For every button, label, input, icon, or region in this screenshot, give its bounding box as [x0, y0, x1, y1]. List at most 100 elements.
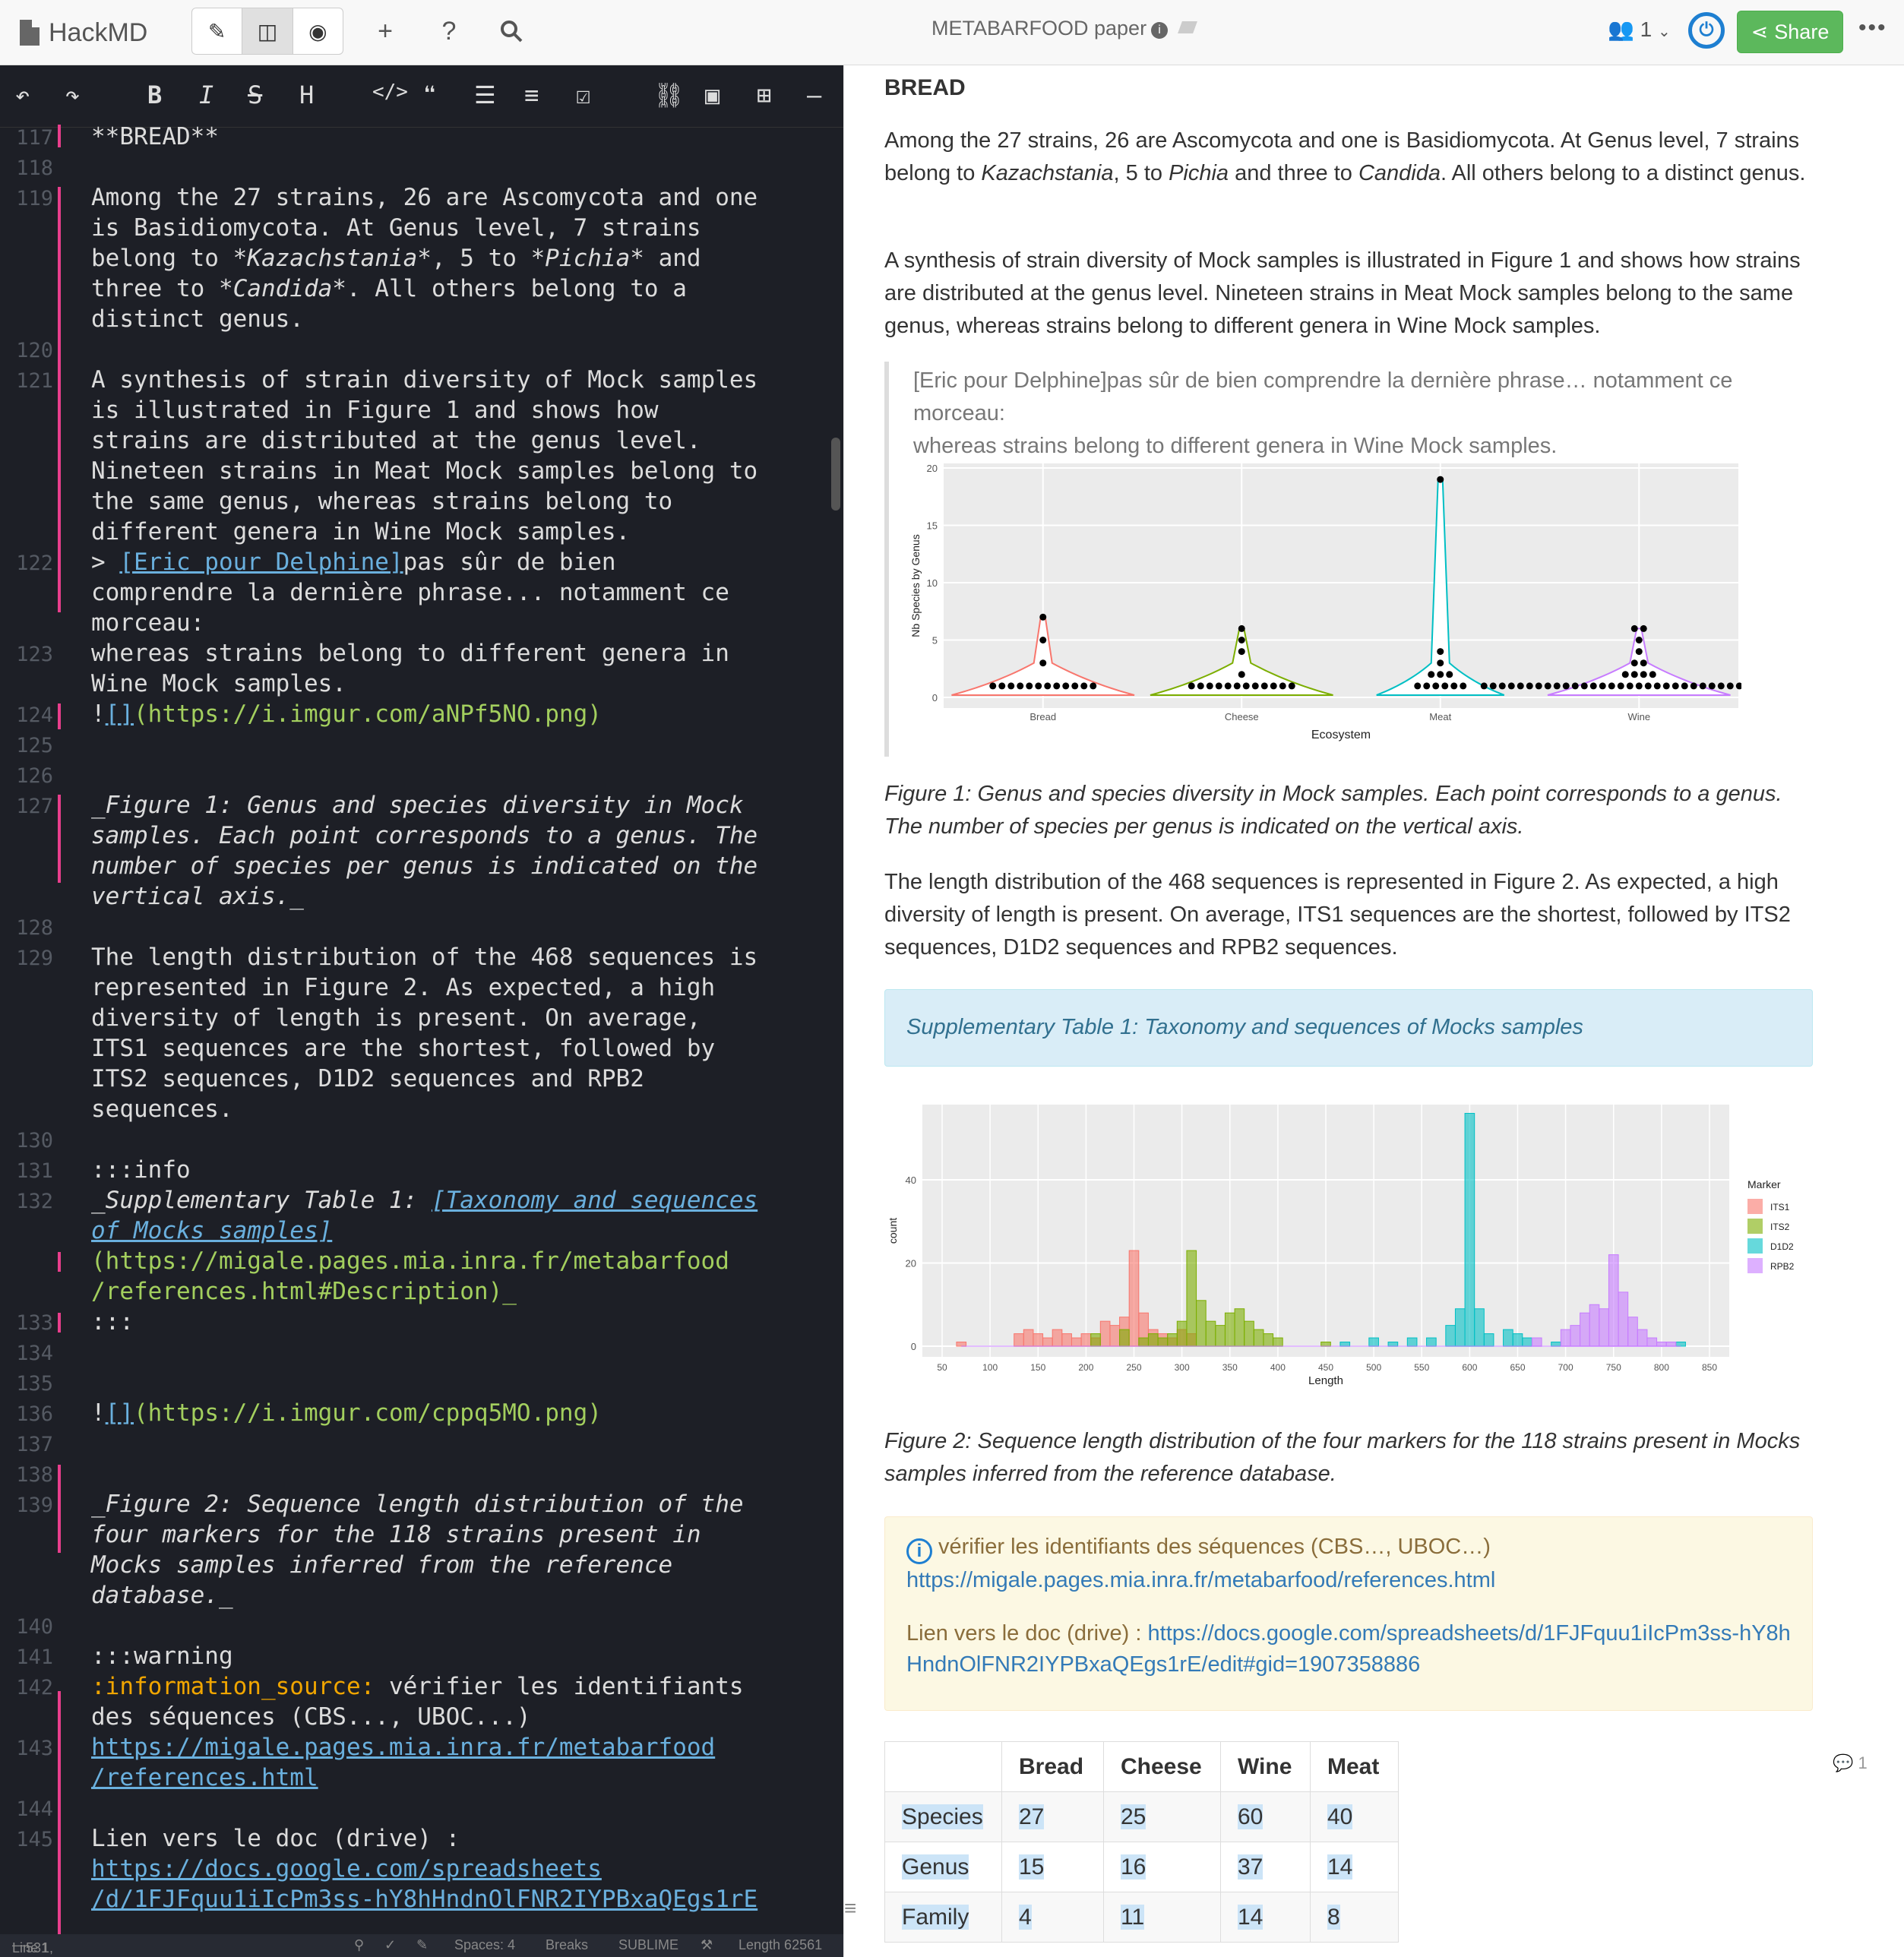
table-cell: 25 [1103, 1791, 1221, 1842]
code-line: (https://migale.pages.mia.inra.fr/metaba… [91, 1247, 729, 1275]
code-link[interactable]: [Eric pour Delphine] [119, 549, 403, 576]
histogram-bar [1627, 1317, 1638, 1347]
info-link[interactable]: Supplementary Table 1: Taxonomy and sequ… [906, 1015, 1583, 1039]
info-icon[interactable]: i [1151, 22, 1169, 39]
code-lines[interactable]: **BREAD** Among the 27 strains, 26 are A… [91, 122, 757, 1914]
share-button[interactable]: ⋖ Share [1737, 11, 1843, 53]
data-point [1526, 682, 1533, 690]
code-link[interactable]: of Mocks samples] [91, 1217, 333, 1244]
line-number: 123 [16, 643, 53, 666]
code-icon[interactable]: </> [372, 81, 408, 103]
code-line[interactable]: /d/1FJFquu1iIcPm3ss-hY8hHndnOlFNR2IYPBxa… [91, 1886, 758, 1913]
view-mode-button[interactable]: ◉ [293, 8, 343, 54]
code-line[interactable]: https://docs.google.com/spreadsheets [91, 1855, 602, 1883]
histogram-bar [1224, 1312, 1235, 1347]
histogram-bar [1454, 1308, 1466, 1347]
paragraph-text: . All others belong to a distinct genus. [1441, 161, 1806, 185]
blockquote-line: [Eric pour Delphine]pas sûr de bien comp… [913, 368, 1733, 425]
checklist-icon[interactable]: ☑ [576, 81, 591, 109]
code-line [91, 729, 757, 760]
code-line: **BREAD** [91, 123, 219, 150]
code-line: Among the 27 strains, 26 are Ascomycota … [91, 184, 758, 211]
histogram-bar [1205, 1320, 1216, 1347]
markdown-editor[interactable]: ↶ ↷ B I S H </> ❝ ☰ ≡ ☑ ⛓ ▣ ⊞ — 117 118 … [0, 65, 843, 1957]
data-point [1630, 659, 1638, 667]
brush-icon[interactable]: ✎ [416, 1937, 429, 1952]
keymap-setting[interactable]: SUBLIME [618, 1937, 679, 1952]
code-line: _Figure 1: Genus and species diversity i… [91, 792, 744, 819]
paragraph: Among the 27 strains, 26 are Ascomycota … [884, 125, 1819, 190]
italic-icon[interactable]: I [199, 81, 214, 109]
line-number: 134 [16, 1342, 53, 1365]
comment-count[interactable]: 💬 1 [1833, 1753, 1868, 1773]
drive-link[interactable]: https://docs.google.com/spreadsheets/d/1… [906, 1621, 1791, 1677]
pencil-icon: ✎ [207, 19, 226, 43]
power-icon[interactable]: ⏻ [1688, 12, 1725, 49]
data-point [1441, 682, 1449, 690]
code-line: diversity of length is present. On avera… [91, 1004, 701, 1032]
pane-resize-handle[interactable]: ≡ [843, 65, 859, 1957]
document-title[interactable]: METABARFOOD paper i [931, 17, 1197, 40]
data-point [1288, 682, 1295, 690]
line-number: 135 [16, 1372, 53, 1396]
warning-link[interactable]: https://migale.pages.mia.inra.fr/metabar… [906, 1564, 1791, 1597]
x-tick-label: 100 [982, 1362, 998, 1373]
data-point [1535, 682, 1542, 690]
histogram-bar [1589, 1304, 1600, 1347]
code-link[interactable]: [] [105, 1399, 134, 1427]
edit-mode-button[interactable]: ✎ [192, 8, 243, 54]
line-number: 127 [16, 795, 53, 818]
lock-icon[interactable]: ⚲ [354, 1937, 365, 1952]
editor-toolbar: ↶ ↷ B I S H </> ❝ ☰ ≡ ☑ ⛓ ▣ ⊞ — [0, 65, 843, 128]
numbered-list-icon[interactable]: ≡ [524, 81, 539, 109]
online-users-button[interactable]: 👥 1 ⌄ [1608, 17, 1671, 42]
search-button[interactable] [491, 11, 532, 52]
redo-icon[interactable]: ↷ [65, 81, 81, 109]
strikethrough-icon[interactable]: S [248, 81, 263, 109]
indent-setting[interactable]: Spaces: 4 [454, 1937, 516, 1952]
question-icon: ? [441, 16, 457, 46]
code-line: A synthesis of strain diversity of Mock … [91, 366, 758, 394]
code-line[interactable]: https://migale.pages.mia.inra.fr/metabar… [91, 1734, 716, 1761]
code-line: database._ [91, 1582, 233, 1609]
code-link[interactable]: [] [105, 700, 134, 728]
code-line[interactable]: /references.html [91, 1764, 318, 1791]
wrench-icon[interactable]: ⚒ [701, 1937, 713, 1952]
link-icon[interactable]: ⛓ [653, 81, 685, 109]
legend-label: RPB2 [1770, 1261, 1795, 1272]
editor-scrollbar[interactable] [831, 438, 840, 511]
heading-icon[interactable]: H [299, 81, 315, 109]
table-header: Bread [1001, 1741, 1104, 1792]
breaks-setting[interactable]: Breaks [546, 1937, 589, 1952]
data-point [1644, 682, 1652, 690]
histogram-bar [1119, 1329, 1130, 1347]
more-menu-button[interactable]: ••• [1858, 15, 1887, 40]
new-note-button[interactable]: + [365, 11, 406, 52]
quote-icon[interactable]: ❝ [422, 81, 438, 109]
table-icon[interactable]: ⊞ [757, 81, 772, 109]
histogram-bar [1196, 1300, 1207, 1347]
data-point [1630, 624, 1638, 632]
code-line: strains are distributed at the genus lev… [91, 427, 701, 454]
code-link[interactable]: [Taxonomy and sequences [431, 1187, 758, 1214]
bullet-list-icon[interactable]: ☰ [474, 81, 496, 109]
horizontal-rule-icon[interactable]: — [807, 81, 822, 109]
doc-label: Lien vers le doc (drive) : [906, 1621, 1148, 1646]
code-line [91, 1124, 757, 1155]
y-tick-label: 5 [932, 635, 938, 647]
table-cell: Species [884, 1791, 1002, 1842]
references-link[interactable]: https://migale.pages.mia.inra.fr/metabar… [906, 1568, 1496, 1592]
code-line [91, 1611, 757, 1641]
undo-icon[interactable]: ↶ [15, 81, 30, 109]
app-logo[interactable]: HackMD [20, 14, 147, 52]
line-number: 120 [16, 339, 53, 362]
table-cell: Genus [884, 1842, 1002, 1892]
tag-icon[interactable] [1178, 21, 1197, 33]
data-point [1717, 682, 1725, 690]
help-button[interactable]: ? [429, 11, 470, 52]
image-icon[interactable]: ▣ [705, 81, 720, 109]
bold-icon[interactable]: B [147, 81, 163, 109]
histogram-bar [1147, 1333, 1159, 1347]
split-mode-button[interactable]: ◫ [242, 8, 293, 54]
check-icon[interactable]: ✓ [384, 1937, 397, 1952]
